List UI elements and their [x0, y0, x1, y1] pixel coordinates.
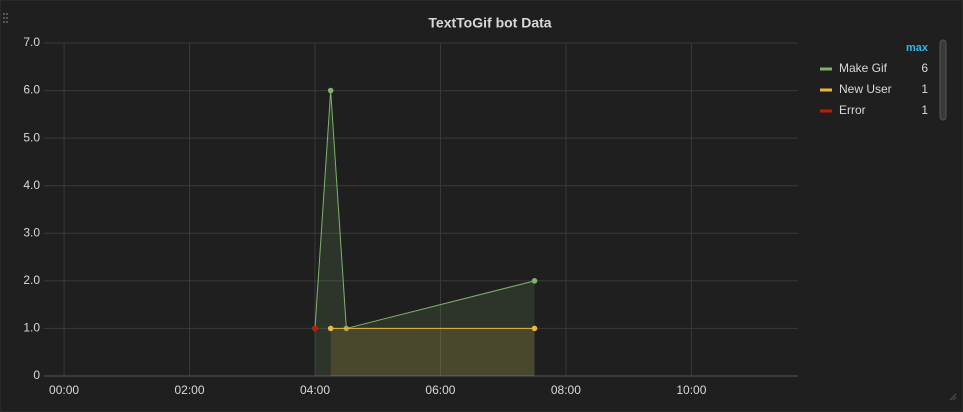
point — [327, 87, 334, 94]
x-tick-label: 08:00 — [551, 383, 581, 397]
resize-handle[interactable] — [949, 393, 957, 401]
drag-handle[interactable] — [3, 13, 8, 23]
y-tick-label: 4.0 — [23, 178, 40, 192]
point — [327, 325, 334, 332]
legend-header[interactable]: max — [906, 42, 929, 54]
y-tick-label: 7.0 — [23, 35, 40, 49]
point — [312, 325, 318, 332]
x-tick-label: 04:00 — [300, 383, 330, 397]
legend-value: 1 — [921, 82, 928, 96]
line — [314, 90, 535, 330]
legend-label[interactable]: New User — [839, 82, 892, 96]
x-tick-label: 10:00 — [676, 383, 706, 397]
y-tick-label: 1.0 — [23, 321, 40, 335]
legend-label[interactable]: Make Gif — [839, 61, 888, 75]
legend-label[interactable]: Error — [839, 103, 866, 117]
area — [330, 328, 535, 376]
point — [531, 278, 538, 284]
area — [314, 90, 535, 377]
chart-title: TextToGif bot Data — [428, 15, 551, 31]
x-tick-label: 06:00 — [425, 383, 455, 397]
legend-scrollbar[interactable] — [939, 39, 947, 121]
legend-value: 1 — [921, 103, 928, 117]
y-tick-label: 5.0 — [23, 130, 40, 144]
point — [531, 325, 538, 332]
legend-value: 6 — [921, 61, 928, 75]
y-tick-label: 3.0 — [23, 225, 40, 239]
x-tick-label: 02:00 — [175, 383, 205, 397]
y-tick-label: 2.0 — [23, 273, 40, 287]
y-tick-label: 0 — [33, 368, 40, 382]
y-tick-label: 6.0 — [23, 83, 40, 97]
x-tick-label: 00:00 — [49, 383, 79, 397]
